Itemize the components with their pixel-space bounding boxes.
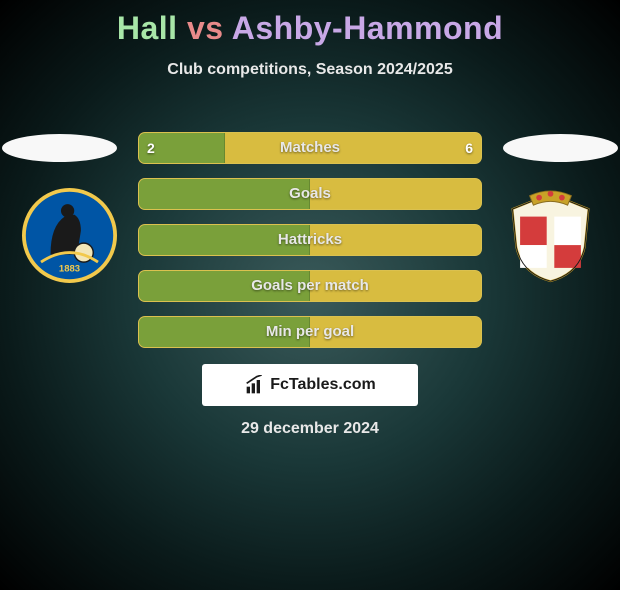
stat-label: Matches	[139, 133, 481, 163]
stat-row: Matches2 6	[138, 132, 482, 164]
stat-label: Goals per match	[139, 271, 481, 301]
svg-text:1883: 1883	[59, 264, 80, 275]
brand-text: FcTables.com	[270, 376, 376, 394]
comparison-title: Hall vs Ashby-Hammond	[0, 10, 620, 47]
subtitle: Club competitions, Season 2024/2025	[0, 61, 620, 79]
stat-row: Goals	[138, 178, 482, 210]
stat-label: Min per goal	[139, 317, 481, 347]
right-platform-ellipse	[503, 134, 618, 162]
stat-value-right: 6	[457, 133, 481, 163]
vs-text: vs	[187, 10, 224, 46]
stat-row: Min per goal	[138, 316, 482, 348]
date-text: 29 december 2024	[0, 420, 620, 438]
stat-rows-container: Matches2 6 Goals Hattricks Goals per match Mi…	[138, 132, 482, 362]
right-club-crest	[503, 190, 598, 285]
left-club-crest: 1883	[22, 188, 117, 283]
stat-label: Hattricks	[139, 225, 481, 255]
stat-label: Goals	[139, 179, 481, 209]
left-platform-ellipse	[2, 134, 117, 162]
stat-value-left: 2	[139, 133, 163, 163]
player2-name: Ashby-Hammond	[232, 10, 503, 46]
stat-row: Goals per match	[138, 270, 482, 302]
stat-row: Hattricks	[138, 224, 482, 256]
brand-box: FcTables.com	[202, 364, 418, 406]
player1-name: Hall	[117, 10, 178, 46]
bar-chart-icon	[244, 375, 266, 395]
